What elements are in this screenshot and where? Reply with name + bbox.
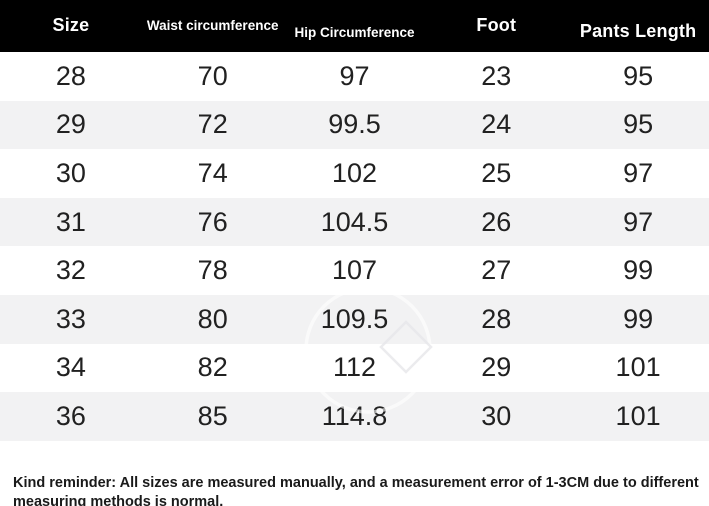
table-cell: 30 [55,157,86,188]
table-cell: 97 [623,206,654,237]
table-cell: 34 [55,352,86,383]
column-header-waist: Waist circumference [146,17,279,33]
table-row: 32 78 107 27 99 [0,246,709,295]
table-row: 33 80 109.5 28 99 [0,294,709,344]
table-cell: 107 [331,255,378,286]
table-header-row: Size Waist circumference Hip Circumferen… [0,0,709,52]
table-cell: 26 [481,206,512,237]
column-header-size: Size [52,14,90,35]
reminder-note: Kind reminder: All sizes are measured ma… [13,474,703,506]
table-cell: 99 [623,255,654,286]
table-cell: 28 [55,60,86,91]
table-cell: 85 [197,400,228,431]
table-cell: 70 [197,60,228,91]
table-cell: 27 [481,255,512,286]
table-cell: 31 [55,206,86,237]
table-cell: 33 [55,303,86,334]
table-cell: 104.5 [320,206,389,237]
table-cell: 30 [481,400,512,431]
column-header-hip: Hip Circumference [294,24,415,40]
table-cell: 78 [197,255,228,286]
table-cell: 80 [197,303,228,334]
table-cell: 101 [615,352,661,383]
table-cell: 29 [481,352,512,383]
table-cell: 99 [623,303,654,334]
table-cell: 102 [331,157,378,188]
reminder-note-line2: measuring methods is normal. [13,493,224,506]
table-cell: 109.5 [320,303,389,334]
table-cell: 76 [197,206,228,237]
table-cell: 23 [481,60,512,91]
table-cell: 95 [623,109,654,140]
table-row: 29 72 99.5 24 95 [0,100,709,150]
table-cell: 32 [55,255,86,286]
table-cell: 114.8 [321,400,388,431]
table-cell: 28 [481,303,512,334]
table-cell: 29 [55,109,86,140]
table-cell: 72 [197,109,228,140]
table-row: 36 85 114.8 30 101 [0,392,709,441]
column-header-pants: Pants Length [579,20,697,41]
table-cell: 82 [197,352,228,383]
table-cell: 101 [615,400,661,431]
table-row: 28 70 97 23 95 [0,52,709,101]
table-cell: 95 [623,60,654,91]
table-cell: 24 [481,109,512,140]
table-row: 30 74 102 25 97 [0,149,709,198]
table-row: 34 82 112 29 101 [0,343,709,393]
table-cell: 74 [197,157,228,188]
table-cell: 99.5 [328,109,381,140]
table-cell: 25 [481,157,512,188]
table-cell: 97 [339,60,370,91]
reminder-note-line1: Kind reminder: All sizes are measured ma… [13,474,699,491]
table-cell: 36 [55,400,86,431]
table-row: 31 76 104.5 26 97 [0,197,709,247]
table-cell: 112 [332,352,377,383]
table-body: 28 70 97 23 95 29 72 99.5 24 95 30 74 10… [0,52,709,441]
table-cell: 97 [623,157,654,188]
column-header-foot: Foot [476,14,517,35]
